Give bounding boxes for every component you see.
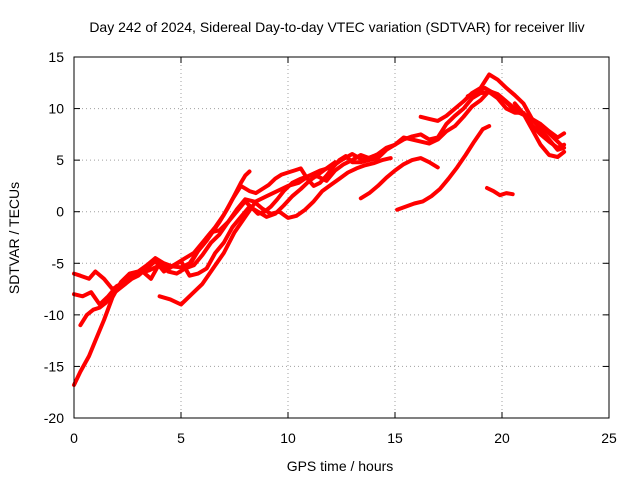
- x-tick-label: 25: [601, 430, 617, 446]
- y-tick-label: 10: [48, 101, 64, 117]
- y-tick-label: 0: [56, 204, 64, 220]
- y-tick-label: -5: [52, 255, 65, 271]
- series-line-5: [157, 152, 376, 307]
- series-line-4: [78, 160, 338, 328]
- plot-area: [72, 72, 567, 387]
- x-tick-label: 10: [280, 430, 296, 446]
- series-line-10: [485, 186, 515, 198]
- plot-frame: [73, 56, 610, 419]
- chart-title: Day 242 of 2024, Sidereal Day-to-day VTE…: [89, 19, 584, 35]
- axes: 0 5 10 15 20 25 -20 -15 -10 -5 0 5 10 15: [44, 49, 617, 446]
- series-line-12: [465, 85, 564, 148]
- series-line-1: [72, 90, 567, 387]
- series-line-6: [187, 169, 252, 268]
- y-axis-label: SDTVAR / TECUs: [6, 182, 22, 294]
- x-tick-label: 5: [177, 430, 185, 446]
- x-tick-label: 0: [70, 430, 78, 446]
- y-tick-label: 5: [56, 152, 64, 168]
- y-tick-label: 15: [48, 49, 64, 65]
- series-line-8: [395, 124, 492, 212]
- grid-lines: [74, 57, 609, 418]
- y-tick-label: -15: [44, 358, 64, 374]
- y-tick-label: -20: [44, 410, 64, 426]
- series-line-7: [358, 156, 440, 201]
- series-line-9: [418, 72, 567, 152]
- x-tick-label: 20: [494, 430, 510, 446]
- x-axis-label: GPS time / hours: [287, 458, 394, 474]
- x-tick-label: 15: [387, 430, 403, 446]
- y-tick-label: -10: [44, 307, 64, 323]
